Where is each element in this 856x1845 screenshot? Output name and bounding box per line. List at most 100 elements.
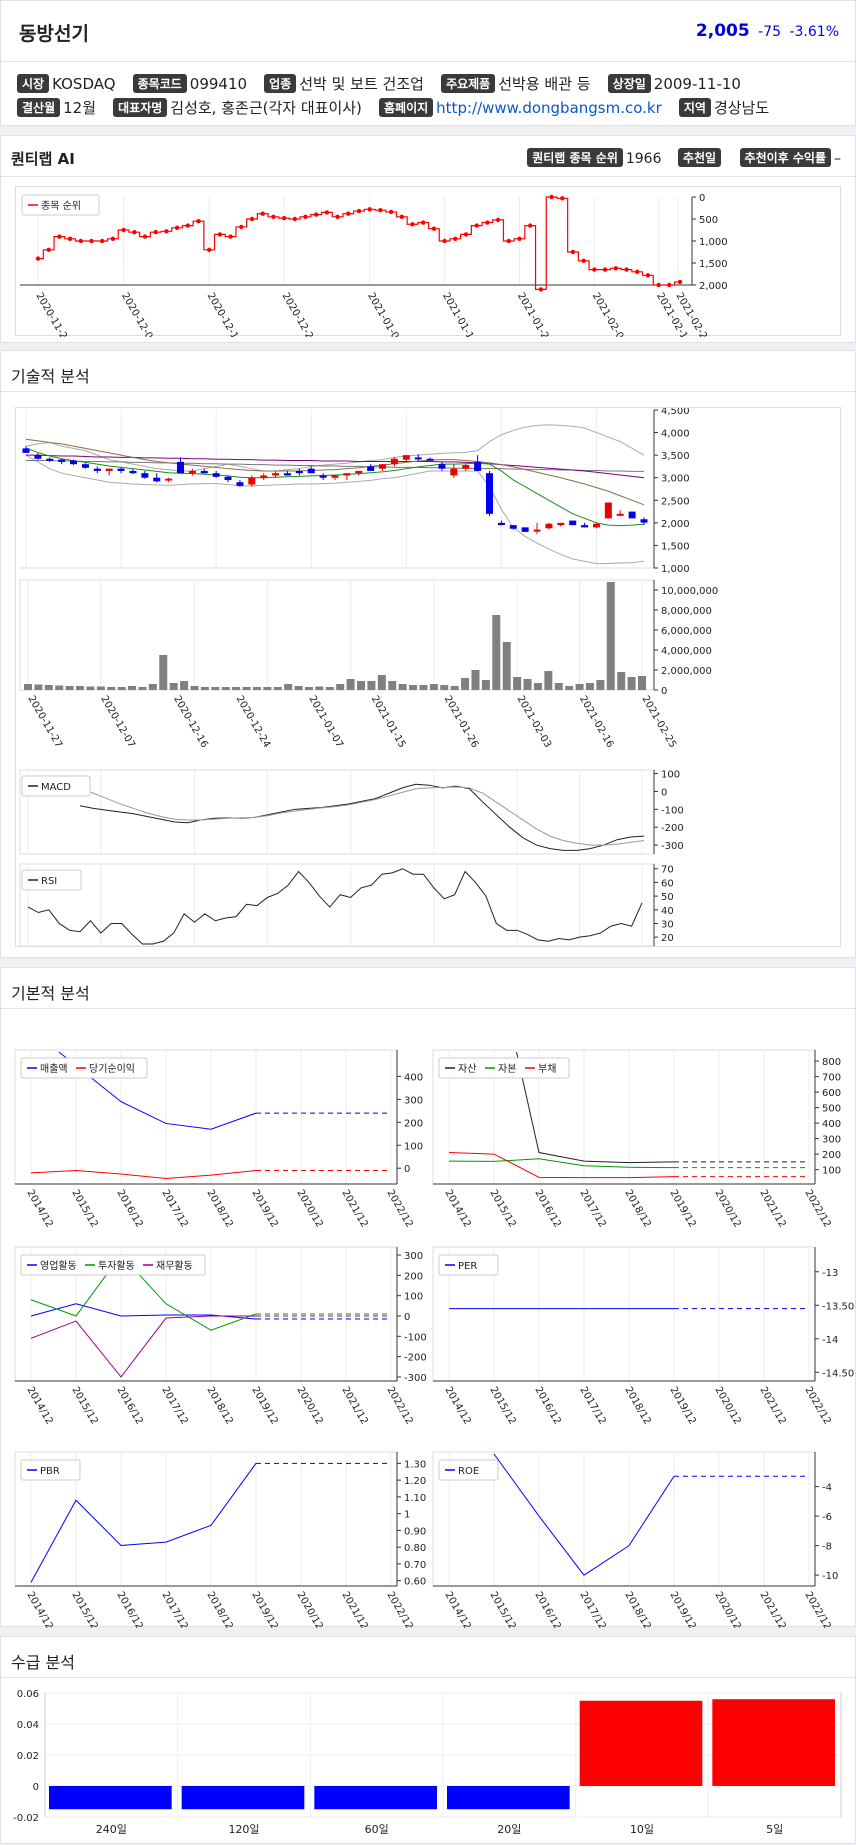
candle-body (307, 468, 315, 474)
rank-point (388, 209, 394, 215)
x-tick-label: 2014/12 (24, 1385, 54, 1426)
x-tick-label: 2020-12-07 (98, 694, 137, 750)
candle-body (521, 527, 529, 532)
rank-point (228, 234, 233, 239)
price-change: -75 (758, 24, 782, 40)
x-tick-label: 2021-01-07 (306, 694, 345, 750)
y-tick-label: 0 (404, 1164, 410, 1175)
rank-point (78, 238, 83, 244)
supply-bar (314, 1786, 437, 1810)
ma240-line (26, 460, 644, 472)
rank-point (378, 208, 383, 213)
rank-point (271, 214, 276, 219)
x-tick-label: 2021/12 (339, 1188, 369, 1229)
legend-label: 종목 순위 (41, 199, 81, 212)
rank-point (410, 222, 415, 227)
divider (1, 391, 856, 392)
rank-point (121, 227, 126, 233)
candle-body (367, 466, 375, 471)
volume-bar (492, 615, 501, 690)
volume-bar (315, 686, 324, 690)
series-line (30, 1254, 257, 1331)
volume-bar (169, 683, 178, 690)
volume-bar (180, 681, 189, 690)
stock-price-block: 2,005 -75 -3.61% (696, 21, 839, 41)
x-tick-label: 2019/12 (249, 1188, 279, 1229)
rank-point (453, 236, 458, 241)
rank-point (335, 214, 340, 219)
series-line (516, 1051, 675, 1164)
y-tick-label: 800 (822, 1057, 841, 1068)
y-tick-label: 300 (404, 1095, 423, 1106)
y-tick-label: -100 (661, 805, 684, 816)
candle-body (616, 513, 624, 516)
legend-label: MACD (41, 782, 71, 793)
x-tick-label: 2016/12 (532, 1385, 562, 1426)
rank-point (207, 247, 212, 252)
volume-bar (606, 582, 615, 690)
y-tick-label: 400 (404, 1072, 423, 1083)
price-change-pct: -3.61% (789, 24, 839, 40)
candle-body (462, 465, 470, 469)
volume-bar (388, 681, 397, 690)
info-row-2: 결산월 12월 대표자명 김성호, 홍존근(각자 대표이사) 홈페이지 http://… (17, 97, 781, 118)
x-tick-label: 2016/12 (114, 1590, 144, 1628)
supply-bar (181, 1786, 305, 1810)
return-tag: 추천이후 수익률 (739, 148, 831, 167)
y-tick-label: -200 (661, 823, 684, 834)
supply-title: 수급 분석 (11, 1653, 75, 1672)
x-tick-label: 2015/12 (487, 1385, 517, 1426)
volume-bar (565, 686, 574, 690)
rank-point (100, 238, 105, 244)
candle-body (212, 473, 220, 477)
candle-body (509, 525, 517, 529)
volume-bar (55, 685, 64, 690)
x-tick-label: 2015/12 (69, 1188, 99, 1229)
legend-box (438, 1254, 499, 1276)
x-tick-label: 2022/12 (384, 1385, 414, 1426)
candle-body (569, 520, 577, 526)
volume-bar (367, 681, 376, 690)
y-tick-label: -4 (822, 1483, 832, 1494)
y-tick-label: 2,000,000 (661, 666, 712, 677)
y-tick-label: 100 (661, 770, 680, 781)
candle-body (295, 470, 303, 474)
legend-box (20, 1459, 81, 1481)
rank-point (442, 238, 447, 244)
rank-point (67, 236, 73, 241)
y-tick-label: 60 (661, 878, 674, 889)
candle-chart-frame: 1,000 1,500 2,000 2,500 3,000 3,500 4,000 4,500… (15, 406, 841, 947)
y-tick-label: 0.70 (404, 1560, 426, 1571)
x-tick-label: 2019/12 (667, 1385, 697, 1426)
industry-tag: 업종 (264, 74, 297, 93)
ma20-line (25, 447, 645, 527)
industry-value: 선박 및 보트 건조업 (299, 75, 424, 93)
legend-box (438, 1459, 499, 1481)
x-tick-label: 2017/12 (159, 1385, 189, 1426)
volume-bar (575, 684, 584, 690)
candle-body (497, 522, 505, 526)
rank-point (239, 224, 244, 230)
volume-bar (221, 687, 230, 690)
series-line (493, 1453, 675, 1576)
fundamental-charts: 400 300 200 100 0 2014/12 2015/12 2016/12 2017/1… (14, 1049, 854, 1628)
divider (1, 176, 856, 177)
rank-point (89, 238, 94, 244)
rank-value: 1966 (625, 151, 662, 167)
supply-bar (49, 1786, 172, 1810)
rank-point (463, 232, 469, 237)
y-tick-label: 0 (404, 1312, 410, 1323)
divider (1, 1677, 856, 1678)
y-tick-label: 70 (661, 865, 674, 876)
stock-price: 2,005 (695, 21, 750, 41)
quantilab-stats: 퀀티랩 종목 순위 1966 추천일 추천이후 수익률 – (527, 148, 841, 167)
volume-bar (263, 687, 272, 690)
x-tick-label: 2020-11-27 (25, 694, 64, 750)
rank-point (303, 214, 308, 219)
region-tag: 지역 (678, 98, 711, 117)
x-tick-label: 2016/12 (114, 1385, 144, 1426)
rank-chart: 0 500 1,000 1,500 2,000 2020-11-26 2020-12-04 2… (20, 193, 728, 347)
rec-date-tag: 추천일 (677, 148, 722, 167)
y-tick-label: 10,000,000 (661, 586, 718, 597)
homepage-link[interactable]: http://www.dongbangsm.co.kr (436, 99, 662, 117)
